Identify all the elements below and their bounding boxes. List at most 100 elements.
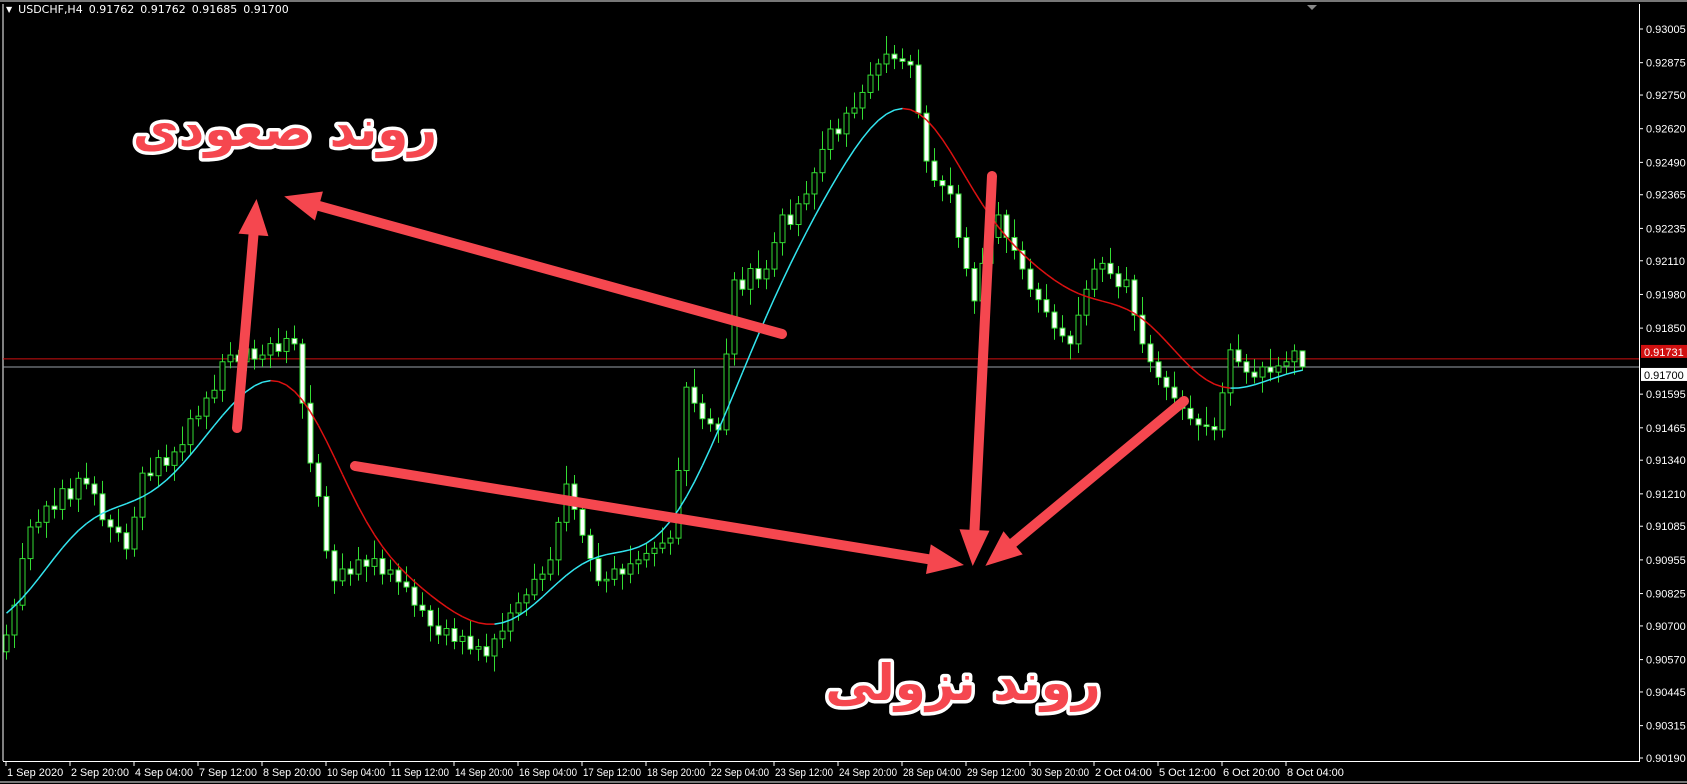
candle bbox=[275, 328, 282, 357]
candle-body bbox=[779, 214, 786, 244]
candle bbox=[83, 462, 90, 490]
candle bbox=[627, 545, 634, 584]
ma-segment-down bbox=[925, 119, 936, 130]
candle bbox=[419, 592, 426, 617]
candle bbox=[723, 338, 730, 436]
candle-body bbox=[1187, 407, 1194, 420]
candle-body bbox=[907, 60, 914, 66]
candle bbox=[1059, 315, 1066, 343]
ma-segment-down bbox=[1222, 386, 1231, 389]
ma-segment-down bbox=[949, 151, 960, 166]
ma-segment-up bbox=[661, 520, 672, 531]
candle bbox=[491, 633, 498, 672]
candle-body bbox=[115, 526, 122, 534]
arrow-icon bbox=[959, 171, 997, 566]
candle-body bbox=[1123, 279, 1130, 288]
candle-body bbox=[371, 558, 378, 567]
ma-segment-down bbox=[381, 546, 392, 558]
candle-body bbox=[499, 630, 506, 640]
candle bbox=[595, 543, 602, 587]
candle-body bbox=[475, 646, 482, 650]
candle bbox=[35, 509, 42, 534]
candle-body bbox=[707, 418, 714, 425]
ma-segment-up bbox=[1278, 373, 1287, 378]
candle bbox=[1259, 361, 1266, 393]
candle bbox=[155, 449, 162, 488]
triangle-down-icon[interactable]: ▼ bbox=[6, 5, 13, 14]
candle-body bbox=[1019, 249, 1026, 270]
ma-segment-up bbox=[837, 161, 848, 175]
x-tick-label: 18 Sep 20:00 bbox=[647, 767, 705, 779]
y-tick-label: 0.90315 bbox=[1646, 721, 1686, 733]
y-tick-label: 0.90955 bbox=[1646, 555, 1686, 567]
candle bbox=[747, 263, 754, 305]
candle bbox=[587, 528, 594, 572]
ma-segment-up bbox=[534, 596, 543, 605]
candle-body bbox=[1299, 350, 1306, 368]
ma-segment-up bbox=[78, 522, 87, 532]
candle-body bbox=[147, 472, 154, 477]
candle bbox=[643, 543, 650, 568]
ma-segment-up bbox=[685, 481, 696, 497]
candle bbox=[171, 446, 178, 481]
candle bbox=[363, 554, 370, 582]
candle-body bbox=[515, 602, 522, 614]
candle-body bbox=[811, 172, 818, 195]
candle bbox=[611, 556, 618, 586]
x-tick-label: 8 Oct 04:00 bbox=[1287, 767, 1344, 779]
candle-body bbox=[547, 559, 554, 575]
candle bbox=[459, 629, 466, 655]
candle bbox=[1019, 241, 1026, 280]
ma-segment-down bbox=[1038, 267, 1047, 275]
y-tick-label: 0.91210 bbox=[1646, 489, 1686, 501]
candle bbox=[531, 563, 538, 601]
candle-body bbox=[443, 628, 450, 636]
ma-segment-down bbox=[373, 534, 384, 548]
ma-segment-down bbox=[454, 611, 463, 618]
candle bbox=[203, 391, 210, 430]
candle-body bbox=[595, 558, 602, 582]
candle bbox=[67, 478, 74, 507]
candle bbox=[659, 527, 666, 554]
trend-labels: روند صعودی روند نزولی bbox=[129, 97, 1104, 717]
candle bbox=[195, 405, 202, 427]
ma-segment-down bbox=[933, 128, 944, 140]
candle bbox=[971, 262, 978, 314]
candle-body bbox=[355, 559, 362, 575]
chart-header: ▼ USDCHF,H4 0.91762 0.91762 0.91685 0.91… bbox=[6, 3, 289, 16]
candle-body bbox=[771, 242, 778, 270]
candle bbox=[899, 48, 906, 70]
candle bbox=[3, 624, 10, 660]
candle-body bbox=[763, 268, 770, 280]
candle bbox=[75, 471, 82, 512]
candle bbox=[1091, 258, 1098, 298]
arrow-shaft bbox=[1008, 396, 1189, 548]
arrow-shaft bbox=[350, 461, 934, 565]
candle bbox=[1155, 351, 1162, 386]
x-tick-label: 16 Sep 04:00 bbox=[519, 767, 577, 779]
candle-body bbox=[803, 193, 810, 205]
ma-segment-down bbox=[1157, 332, 1168, 343]
ma-segment-up bbox=[53, 547, 64, 559]
candle bbox=[707, 408, 714, 432]
candle-body bbox=[1219, 392, 1226, 431]
candle bbox=[331, 544, 338, 594]
ma-segment-down bbox=[389, 556, 400, 567]
arrow-shaft bbox=[313, 200, 787, 339]
candle-body bbox=[51, 505, 58, 510]
chart-shift-marker-icon[interactable] bbox=[1307, 5, 1317, 10]
ma-segment-up bbox=[526, 603, 535, 611]
candle-body bbox=[963, 236, 970, 270]
ma-segment-up bbox=[37, 567, 48, 580]
candle bbox=[139, 466, 146, 531]
candle bbox=[1227, 343, 1234, 406]
candle bbox=[1147, 334, 1154, 373]
candle-body bbox=[1251, 371, 1258, 378]
candle bbox=[1027, 258, 1034, 298]
candle bbox=[995, 201, 1002, 244]
ma-segment-down bbox=[478, 622, 487, 625]
candle-body bbox=[219, 361, 226, 391]
candle bbox=[1075, 297, 1082, 353]
candle-body bbox=[1155, 361, 1162, 378]
